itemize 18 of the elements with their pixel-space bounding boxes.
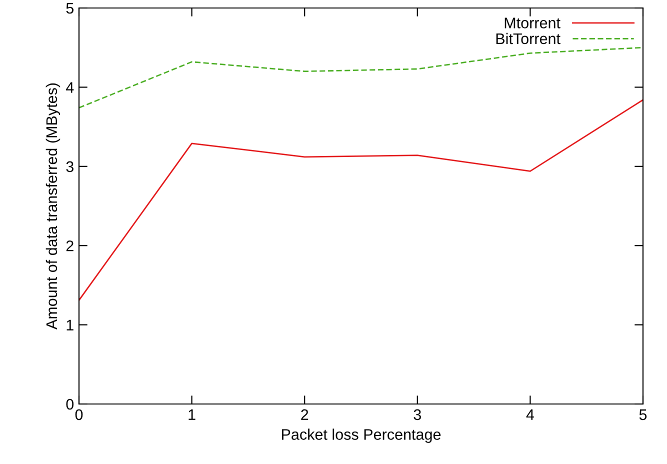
legend-label: Mtorrent [504,18,560,28]
y-tick-label: 3 [66,161,74,172]
y-axis-title: Amount of data transferred (MBytes) [46,83,60,330]
y-tick-label: 2 [66,240,74,252]
y-tick-label: 1 [66,320,74,330]
y-tick-label: 5 [66,3,74,14]
x-tick-label: 1 [188,409,196,420]
x-tick-label: 0 [75,409,83,420]
x-tick-label: 2 [301,409,308,420]
x-tick-label: 3 [414,409,421,420]
line-series [79,46,643,108]
x-axis-title: Packet loss Percentage [282,428,441,443]
y-tick-label: 0 [66,398,74,410]
legend-label: BitTorrent [496,32,560,44]
y-tick-label: 4 [66,82,74,93]
x-tick-label: 4 [526,409,534,420]
line-series [79,99,643,301]
x-tick-label: 5 [639,409,647,420]
